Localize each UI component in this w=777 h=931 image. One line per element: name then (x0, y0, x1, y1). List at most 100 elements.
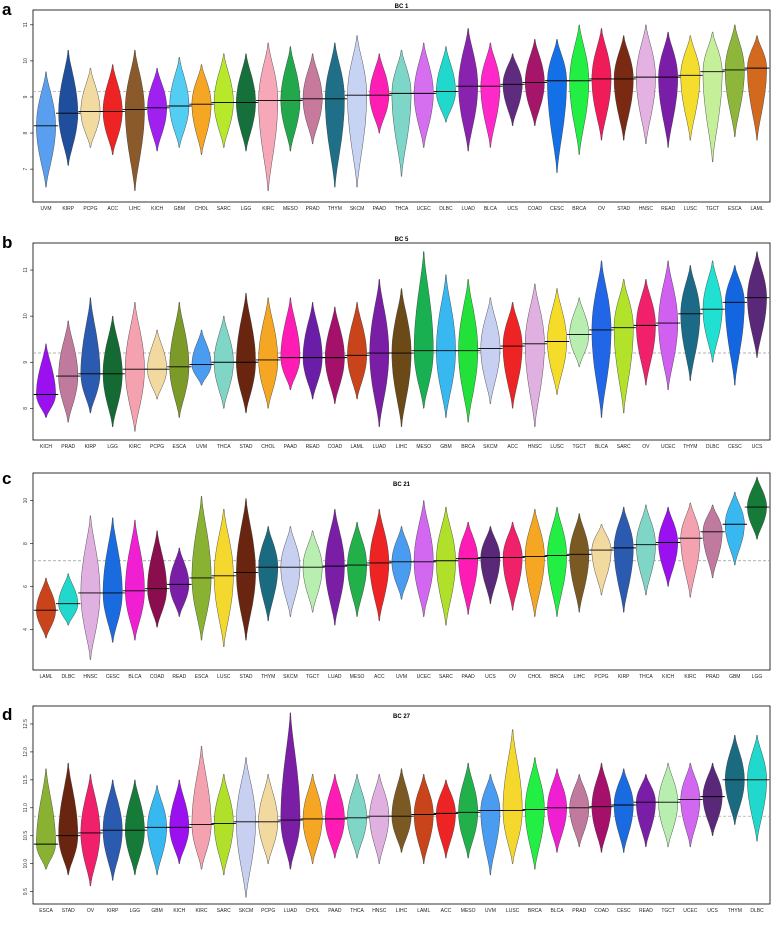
violin-ucs (502, 53, 523, 126)
violin-kich (147, 67, 167, 152)
category-label: KICH (40, 444, 52, 450)
category-label: HNSC (639, 206, 654, 212)
violin-paad (280, 297, 301, 391)
category-label: LIHC (396, 908, 408, 914)
violin-thym (258, 526, 278, 622)
category-label: UCEC (417, 674, 432, 680)
category-label: PCPG (261, 908, 275, 914)
category-label: PCPG (83, 206, 97, 212)
category-label: THCA (395, 206, 409, 212)
category-label: CESC (106, 674, 120, 680)
category-label: THCA (350, 908, 364, 914)
category-label: ESCA (195, 674, 209, 680)
category-label: PRAD (306, 206, 320, 212)
category-label: KIRP (107, 908, 119, 914)
violin-hnsc (525, 283, 545, 427)
category-label: UCS (485, 674, 496, 680)
violin-prad (569, 774, 590, 848)
category-label: ESCA (39, 908, 53, 914)
violin-pcpg (258, 774, 278, 864)
violin-chol (191, 64, 212, 155)
category-label: LAML (351, 444, 364, 450)
violin-lihc (391, 768, 412, 853)
violin-blca (124, 519, 145, 641)
category-label: LAML (417, 908, 430, 914)
violin-paad (369, 53, 390, 134)
violin-brca (547, 506, 567, 617)
category-label: LUSC (684, 206, 698, 212)
category-label: KIRP (85, 444, 97, 450)
violin-stad (613, 35, 634, 141)
category-label: PCPG (594, 674, 608, 680)
category-label: BRCA (550, 674, 565, 680)
category-label: PRAD (706, 674, 720, 680)
category-label: OV (87, 908, 95, 914)
y-tick-label: 9.5 (23, 888, 29, 895)
y-tick-label: 8 (23, 542, 29, 545)
category-label: BRCA (528, 908, 543, 914)
category-label: READ (172, 674, 186, 680)
violin-cesc (725, 265, 745, 386)
category-label: HNSC (528, 444, 543, 450)
category-label: UCS (707, 908, 718, 914)
category-label: DLBC (439, 206, 453, 212)
plot-frame (32, 242, 771, 441)
category-label: PAAD (373, 206, 387, 212)
category-label: UVM (396, 674, 407, 680)
category-label: PCPG (150, 444, 164, 450)
y-tick-label: 9 (23, 361, 29, 364)
violin-gbm (169, 57, 190, 148)
category-label: LIHC (396, 444, 408, 450)
category-label: STAD (239, 444, 252, 450)
category-label: THYM (728, 908, 742, 914)
category-label: ESCA (728, 206, 742, 212)
violin-thca (347, 774, 367, 859)
panel-letter: b (2, 233, 12, 252)
category-label: DLBC (706, 444, 720, 450)
violin-ucec (680, 762, 701, 848)
violin-uvm (391, 526, 412, 600)
category-label: BLCA (551, 908, 565, 914)
category-label: COAD (150, 674, 165, 680)
category-label: MESO (461, 908, 476, 914)
violin-paad (458, 521, 479, 615)
violin-kirp (80, 297, 101, 414)
violin-kirp (613, 506, 634, 613)
category-label: UCS (507, 206, 518, 212)
category-label: GBM (174, 206, 185, 212)
category-label: HNSC (372, 908, 387, 914)
category-label: UCS (752, 444, 763, 450)
category-label: UCEC (683, 908, 698, 914)
violin-laml (347, 302, 367, 400)
violin-pcpg (147, 329, 167, 400)
category-label: KIRC (129, 444, 141, 450)
category-label: LGG (107, 444, 118, 450)
category-label: UVM (196, 444, 207, 450)
category-label: MESO (416, 444, 431, 450)
category-label: BLCA (484, 206, 498, 212)
violin-lihc (569, 513, 590, 613)
panel-title: BC 21 (393, 482, 411, 488)
category-label: CHOL (261, 444, 275, 450)
y-tick-label: 7 (23, 168, 29, 171)
y-tick-label: 9 (23, 95, 29, 98)
chart-panel-a: a BC 1 7 8 9 10 11 UVM KIRP PCPG ACC LIHC KICH GBM CHO… (2, 0, 771, 212)
category-label: STAD (239, 674, 252, 680)
violin-chol (525, 508, 545, 617)
violin-tgct (658, 762, 679, 848)
category-label: THYM (683, 444, 697, 450)
violin-ucec (658, 260, 678, 391)
violin-kirc (125, 302, 145, 432)
chart-panel-c: c BC 21 4 6 8 10 LAML DLBC HNSC CESC BLCA COAD READ E… (2, 469, 771, 680)
y-tick-label: 10.0 (23, 859, 29, 869)
category-label: READ (639, 908, 653, 914)
category-label: OV (598, 206, 606, 212)
violin-esca (191, 496, 212, 641)
violin-ucs (702, 762, 723, 836)
category-label: CHOL (195, 206, 209, 212)
category-label: GBM (151, 908, 162, 914)
violin-acc (502, 302, 523, 409)
category-label: LUSC (550, 444, 564, 450)
category-label: MESO (283, 206, 298, 212)
y-tick-label: 8 (23, 131, 29, 134)
